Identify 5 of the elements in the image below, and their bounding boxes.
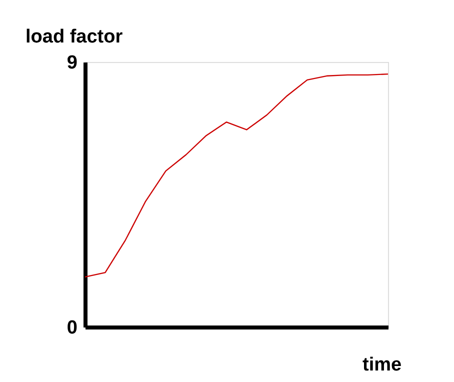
y-tick-label: 0	[66, 318, 78, 338]
x-axis-title: time	[362, 354, 402, 376]
line-series	[84, 73, 389, 278]
y-axis-title: load factor	[26, 26, 124, 48]
y-tick-label: 9	[66, 52, 78, 74]
